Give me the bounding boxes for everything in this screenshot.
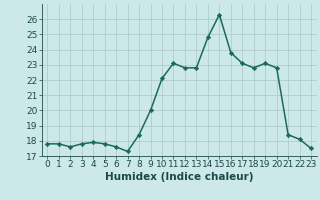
X-axis label: Humidex (Indice chaleur): Humidex (Indice chaleur) (105, 172, 253, 182)
